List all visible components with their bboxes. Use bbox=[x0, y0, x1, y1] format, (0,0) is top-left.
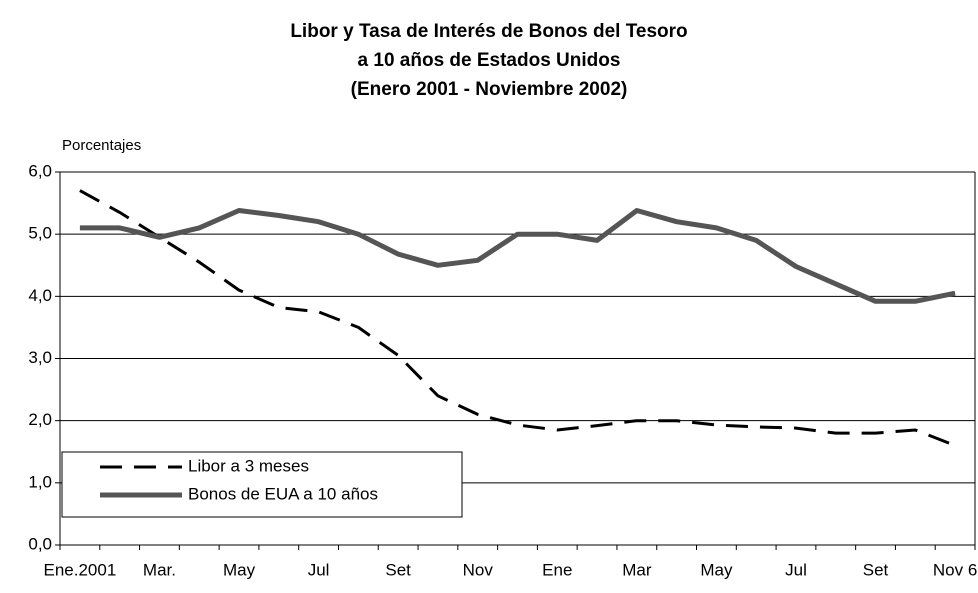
series-line bbox=[79, 208, 956, 304]
x-tick-label: Mar bbox=[622, 560, 652, 579]
y-tick-label: 6,0 bbox=[28, 161, 52, 180]
legend: Libor a 3 meses Bonos de EUA a 10 años bbox=[61, 451, 463, 518]
x-tick-label: Set bbox=[863, 560, 889, 579]
chart-title: Libor y Tasa de Interés de Bonos del Tes… bbox=[290, 21, 687, 42]
y-tick-label: 0,0 bbox=[28, 534, 52, 553]
legend-label: Bonos de EUA a 10 años bbox=[188, 484, 378, 503]
y-tick-label: 5,0 bbox=[28, 224, 52, 243]
x-tick-label: May bbox=[700, 560, 733, 579]
x-tick-label: Jul bbox=[785, 560, 807, 579]
x-tick-label: Set bbox=[385, 560, 411, 579]
x-tick-label: Jul bbox=[308, 560, 330, 579]
x-tick-label: Ene bbox=[542, 560, 572, 579]
chart-title: (Enero 2001 - Noviembre 2002) bbox=[351, 79, 628, 100]
legend-box bbox=[61, 451, 463, 518]
x-tick-label: May bbox=[223, 560, 256, 579]
series-line bbox=[79, 189, 956, 447]
legend-label: Libor a 3 meses bbox=[188, 456, 309, 475]
y-axis-label: Porcentajes bbox=[62, 137, 141, 154]
x-tick-label: Ene.2001 bbox=[43, 560, 116, 579]
x-tick-label: Mar. bbox=[143, 560, 176, 579]
y-tick-label: 2,0 bbox=[28, 410, 52, 429]
y-tick-label: 4,0 bbox=[28, 286, 52, 305]
chart-title: a 10 años de Estados Unidos bbox=[358, 50, 621, 71]
y-tick-label: 1,0 bbox=[28, 472, 52, 491]
x-tick-label: Nov 6 bbox=[933, 560, 977, 579]
y-tick-label: 3,0 bbox=[28, 348, 52, 367]
x-tick-label: Nov bbox=[463, 560, 494, 579]
